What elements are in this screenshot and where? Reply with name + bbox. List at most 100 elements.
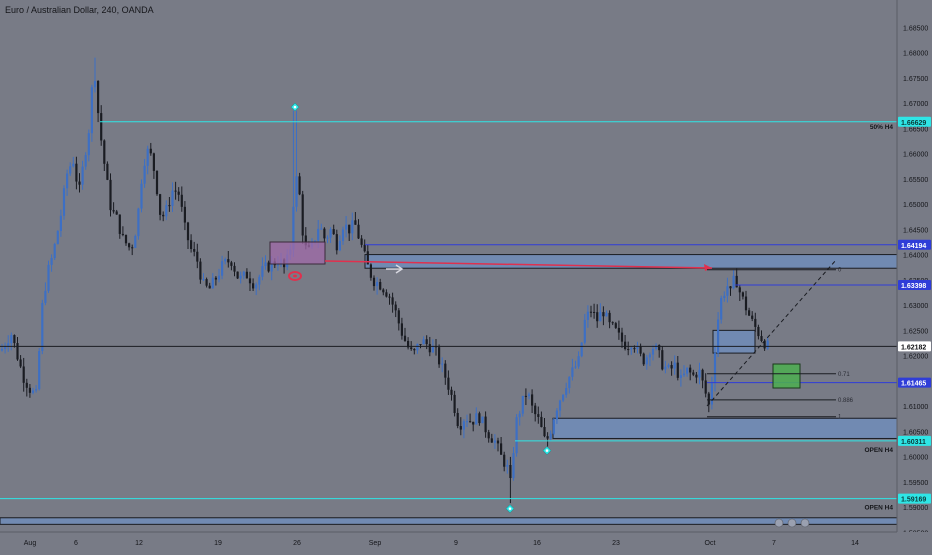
markers-layer: [290, 102, 552, 514]
candle-body: [233, 265, 236, 272]
candle-body: [673, 362, 676, 369]
time-tick-label: 16: [533, 540, 541, 547]
candle-body: [106, 163, 109, 180]
candle-body: [490, 438, 493, 443]
candle-body: [744, 296, 748, 311]
candle-body: [754, 318, 757, 327]
target-icon[interactable]: [288, 271, 302, 281]
candle-body: [617, 327, 620, 333]
time-tick-label: 9: [454, 540, 458, 547]
event-icon[interactable]: [787, 518, 797, 528]
price-tick-label: 1.63000: [903, 303, 928, 310]
candle-body: [413, 349, 416, 351]
candle-body: [503, 454, 506, 467]
bottom-zone[interactable]: [0, 517, 898, 525]
candle-body: [348, 224, 351, 234]
candle-body: [500, 443, 503, 455]
candle-body: [103, 140, 106, 164]
candle-body: [630, 348, 633, 350]
candle-body: [62, 188, 66, 216]
candle-body: [124, 234, 128, 244]
candle-body: [205, 279, 208, 286]
fib-trend-line[interactable]: [706, 259, 837, 407]
small-blue-box[interactable]: [712, 329, 756, 354]
candle-body: [713, 353, 717, 384]
candle-body: [0, 348, 4, 351]
candle-body: [757, 326, 760, 337]
candle-body: [531, 394, 534, 406]
candle-body: [614, 323, 617, 328]
candle-body: [766, 340, 769, 349]
candle-body: [645, 357, 648, 365]
candle-body: [410, 347, 413, 350]
event-icon[interactable]: [800, 518, 810, 528]
candle-body: [741, 292, 744, 297]
candle-body: [701, 369, 704, 381]
candle-body: [199, 261, 202, 280]
time-tick-label: Sep: [369, 540, 382, 547]
time-axis-background: [0, 532, 932, 550]
order-block-box[interactable]: [269, 241, 326, 265]
price-label-text: 1.61465: [901, 381, 926, 388]
candle-body: [10, 335, 13, 344]
events-layer[interactable]: [774, 518, 810, 528]
candle-body: [692, 372, 695, 375]
time-axis[interactable]: Aug 6 12 19 26 Sep 9 16 23 Oct 7 14: [0, 531, 932, 550]
candle-body: [208, 285, 211, 289]
price-tick-label: 1.64500: [903, 227, 928, 234]
candle-body: [568, 376, 571, 389]
candle-body: [518, 413, 521, 418]
price-label-text: 1.59169: [901, 497, 926, 504]
candle-body: [459, 426, 462, 430]
candle-body: [369, 264, 372, 278]
candle-body: [128, 243, 131, 248]
candle-body: [323, 228, 326, 239]
candle-body: [583, 319, 586, 343]
candle-body: [416, 344, 419, 351]
price-axis[interactable]: 1.68500 1.68000 1.67500 1.67000 1.66500 1.660…: [896, 0, 932, 550]
event-icon[interactable]: [774, 518, 784, 528]
candle-body: [506, 465, 509, 467]
candle-body: [636, 346, 639, 349]
candle-body: [320, 228, 323, 230]
candle-body: [651, 349, 655, 355]
candle-body: [174, 190, 177, 192]
candle-body: [428, 344, 431, 353]
candle-body: [332, 229, 335, 235]
candle-body: [596, 312, 599, 322]
candle-body: [345, 224, 348, 230]
fib-retracement[interactable]: 0 0.71 0.886 1: [707, 268, 854, 421]
price-tick-label: 1.62500: [903, 328, 928, 335]
candle-body: [35, 389, 38, 391]
projection-arrow-line[interactable]: [324, 260, 713, 269]
candle-body: [552, 419, 555, 434]
candle-body: [686, 367, 689, 374]
candle-body: [72, 163, 75, 167]
candle-body: [658, 345, 661, 351]
candle-body: [134, 236, 137, 248]
diamond-marker-center: [545, 449, 549, 452]
candle-body: [450, 389, 453, 395]
candle-body: [403, 335, 407, 341]
candle-body: [602, 312, 605, 317]
candle-body: [93, 80, 97, 88]
candle-body: [193, 249, 196, 252]
candle-body: [236, 271, 239, 279]
candle-body: [301, 194, 304, 236]
candle-body: [565, 388, 568, 395]
candle-body: [695, 374, 698, 378]
candle-body: [7, 343, 10, 347]
candle-body: [162, 214, 165, 217]
candle-body: [146, 148, 149, 166]
demand-zone-lower[interactable]: [552, 417, 898, 439]
candle-body: [469, 421, 472, 423]
candle-body: [171, 190, 174, 206]
candle-body: [351, 220, 354, 234]
candle-body: [100, 113, 103, 141]
entry-zone-box[interactable]: [772, 363, 801, 389]
candle-body: [19, 359, 22, 367]
candle-body: [555, 410, 558, 420]
price-tick-label: 1.60500: [903, 429, 928, 436]
